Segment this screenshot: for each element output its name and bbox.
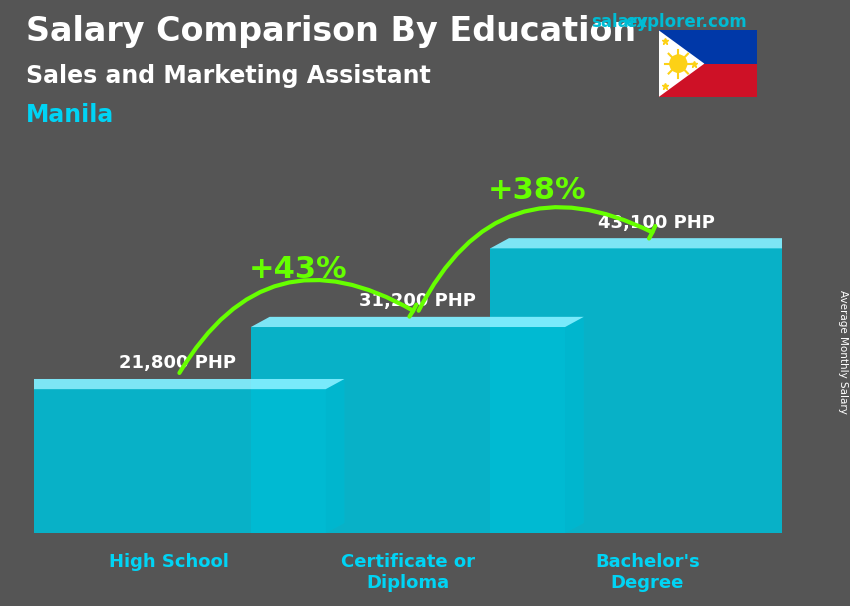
Bar xyxy=(659,64,756,97)
Circle shape xyxy=(669,55,688,73)
Polygon shape xyxy=(565,317,584,533)
Polygon shape xyxy=(12,379,344,389)
Polygon shape xyxy=(12,389,326,533)
Text: +43%: +43% xyxy=(248,255,347,284)
Text: 43,100 PHP: 43,100 PHP xyxy=(598,214,715,231)
Text: +38%: +38% xyxy=(488,176,586,205)
Polygon shape xyxy=(251,317,584,327)
Text: 31,200 PHP: 31,200 PHP xyxy=(359,292,476,310)
Text: Manila: Manila xyxy=(26,103,114,127)
Text: explorer.com: explorer.com xyxy=(625,13,746,32)
Bar xyxy=(659,30,756,64)
Polygon shape xyxy=(490,248,804,533)
Text: Bachelor's
Degree: Bachelor's Degree xyxy=(595,553,700,592)
Polygon shape xyxy=(326,379,344,533)
Text: Salary Comparison By Education: Salary Comparison By Education xyxy=(26,15,636,48)
Polygon shape xyxy=(659,30,705,97)
Polygon shape xyxy=(490,238,823,248)
Polygon shape xyxy=(804,238,823,533)
Text: High School: High School xyxy=(109,553,229,571)
Text: 21,800 PHP: 21,800 PHP xyxy=(120,355,236,373)
Polygon shape xyxy=(251,327,565,533)
Text: Sales and Marketing Assistant: Sales and Marketing Assistant xyxy=(26,64,430,88)
Text: Certificate or
Diploma: Certificate or Diploma xyxy=(341,553,475,592)
Text: Average Monthly Salary: Average Monthly Salary xyxy=(838,290,848,413)
Text: salary: salary xyxy=(591,13,648,32)
